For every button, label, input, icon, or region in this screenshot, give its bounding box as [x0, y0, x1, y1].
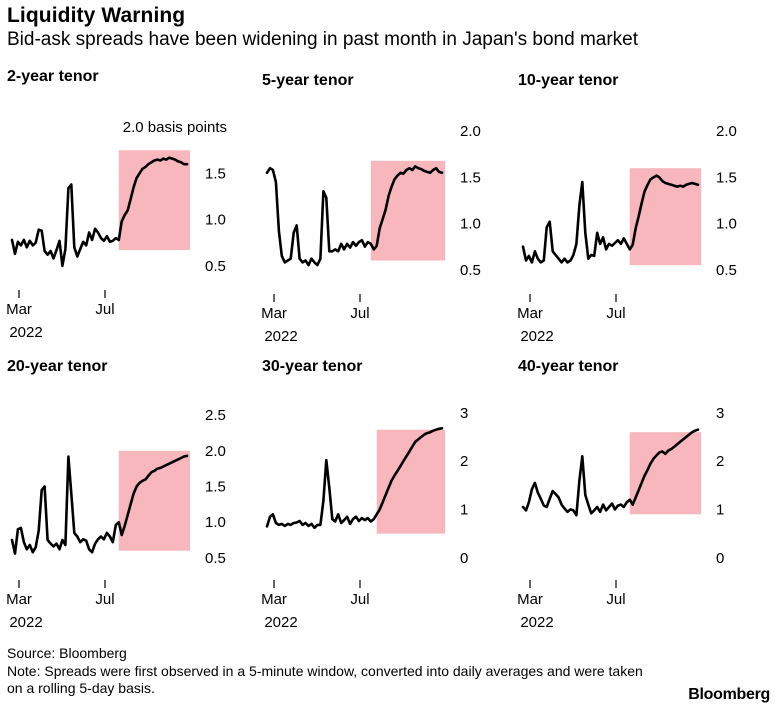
series-line	[10, 156, 189, 268]
chart-svg: 0.5 1.0 1.5 2.0 basis points Mar Jul 2022	[6, 119, 227, 341]
chart-svg: 0.5 1.0 1.5 2.0 Mar Jul 2022	[261, 123, 481, 345]
y-tick-label: 1.0	[460, 216, 481, 233]
highlight-box	[376, 429, 445, 534]
x-tick-label: Jul	[606, 591, 625, 608]
panel-title: 5-year tenor	[262, 72, 354, 89]
highlight-box	[629, 432, 701, 515]
x-tick-label: Mar	[261, 591, 287, 608]
chart-svg: 0 1 2 3 Mar Jul 2022	[261, 405, 468, 631]
x-year-label: 2022	[520, 328, 553, 345]
highlight-box	[118, 450, 190, 551]
series-line	[265, 427, 444, 530]
panel-2-year-tenor: 2-year tenor 0.5 1.0 1.5 2.0 basis points Ma…	[6, 68, 253, 346]
y-tick-label: 0.5	[205, 258, 226, 275]
panel-30-year-tenor: 30-year tenor 0 1 2 3 Mar Jul 2022	[261, 358, 508, 636]
highlight-box	[370, 160, 445, 261]
series-line	[10, 454, 189, 555]
panel-20-year-tenor: 20-year tenor 0.5 1.0 1.5 2.0 2.5 Mar Jul 2022	[6, 358, 253, 636]
x-year-label: 2022	[9, 324, 42, 341]
x-tick-label: Mar	[261, 305, 287, 322]
chart-svg: 0.5 1.0 1.5 2.0 Mar Jul 2022	[517, 123, 737, 345]
y-tick-label: 1.0	[716, 216, 737, 233]
panel-40-year-tenor: 40-year tenor 0 1 2 3 Mar Jul 2022	[517, 358, 764, 636]
y-tick-label: 0.5	[716, 262, 737, 279]
series-line	[265, 165, 444, 267]
y-tick-label: 2.0	[716, 123, 737, 140]
panel-title: 30-year tenor	[262, 358, 363, 375]
panel-title: 20-year tenor	[7, 358, 108, 375]
x-year-label: 2022	[264, 614, 297, 631]
y-tick-label: 1.5	[460, 169, 481, 186]
panel-title: 40-year tenor	[518, 358, 619, 375]
x-tick-label: Jul	[350, 591, 369, 608]
y-tick-label: 2.5	[205, 407, 226, 424]
y-tick-label: 1	[716, 501, 724, 518]
x-tick-label: Jul	[350, 305, 369, 322]
y-tick-label: 1.5	[205, 479, 226, 496]
chart-title: Liquidity Warning	[7, 4, 186, 27]
chart-svg: 0.5 1.0 1.5 2.0 2.5 Mar Jul 2022	[6, 407, 226, 631]
x-tick-label: Jul	[95, 301, 114, 318]
unit-label: 2.0 basis points	[123, 119, 227, 136]
y-tick-label: 0	[716, 550, 724, 567]
y-tick-label: 3	[716, 405, 724, 422]
x-year-label: 2022	[9, 614, 42, 631]
panel-title: 2-year tenor	[7, 68, 99, 85]
chart-subtitle: Bid-ask spreads have been widening in pa…	[7, 29, 639, 50]
y-tick-label: 1.0	[205, 514, 226, 531]
panel-5-year-tenor: 5-year tenor 0.5 1.0 1.5 2.0 Mar Jul 2022	[261, 72, 508, 350]
x-tick-label: Mar	[517, 591, 543, 608]
x-year-label: 2022	[520, 614, 553, 631]
y-tick-label: 1.5	[205, 165, 226, 182]
y-tick-label: 0.5	[460, 262, 481, 279]
y-tick-label: 1	[460, 501, 468, 518]
y-tick-label: 1.0	[205, 212, 226, 229]
y-tick-label: 2.0	[205, 443, 226, 460]
x-tick-label: Mar	[6, 301, 32, 318]
y-tick-label: 1.5	[716, 169, 737, 186]
series-line	[521, 174, 700, 264]
y-tick-label: 2	[460, 453, 468, 470]
x-year-label: 2022	[264, 328, 297, 345]
chart-svg: 0 1 2 3 Mar Jul 2022	[517, 405, 724, 631]
y-tick-label: 3	[460, 405, 468, 422]
y-tick-label: 0	[460, 550, 468, 567]
bloomberg-logo: Bloomberg	[688, 686, 770, 703]
note-text: Note: Spreads were first observed in a 5…	[7, 663, 643, 696]
panel-title: 10-year tenor	[518, 72, 619, 89]
x-tick-label: Jul	[606, 305, 625, 322]
y-tick-label: 0.5	[205, 550, 226, 567]
y-tick-label: 2	[716, 453, 724, 470]
y-tick-label: 2.0	[460, 123, 481, 140]
x-tick-label: Mar	[6, 591, 32, 608]
x-tick-label: Jul	[95, 591, 114, 608]
source-text: Source: Bloomberg	[7, 645, 127, 661]
series-line	[521, 428, 700, 517]
panel-10-year-tenor: 10-year tenor 0.5 1.0 1.5 2.0 Mar Jul 2022	[517, 72, 764, 350]
x-tick-label: Mar	[517, 305, 543, 322]
